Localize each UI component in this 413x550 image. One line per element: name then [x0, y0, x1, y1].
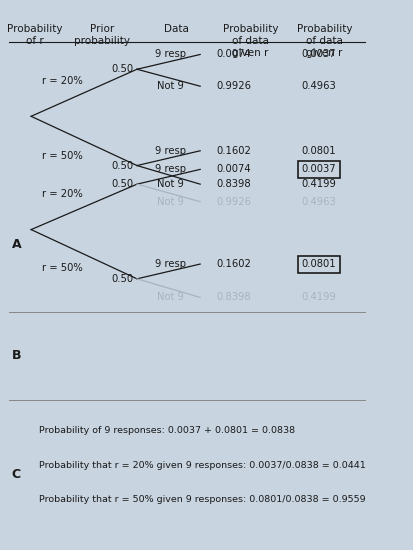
Text: 0.0037: 0.0037	[302, 164, 336, 174]
Text: B: B	[12, 349, 21, 362]
Text: Probability of 9 responses: 0.0037 + 0.0801 = 0.0838: Probability of 9 responses: 0.0037 + 0.0…	[38, 426, 294, 436]
Text: 0.50: 0.50	[111, 161, 133, 170]
Text: 0.0037: 0.0037	[302, 50, 336, 59]
Text: Prior
probability: Prior probability	[74, 24, 130, 46]
Text: r = 50%: r = 50%	[42, 151, 83, 161]
Text: 0.4963: 0.4963	[301, 197, 337, 207]
Text: 9 resp: 9 resp	[155, 259, 186, 269]
Text: 0.4199: 0.4199	[301, 179, 337, 189]
Text: 0.4963: 0.4963	[301, 81, 337, 91]
Text: 0.0074: 0.0074	[216, 164, 251, 174]
Text: Probability that r = 20% given 9 responses: 0.0037/0.0838 = 0.0441: Probability that r = 20% given 9 respons…	[38, 461, 365, 470]
Text: A: A	[12, 238, 21, 251]
Text: 0.9926: 0.9926	[216, 81, 251, 91]
Text: 0.50: 0.50	[111, 64, 133, 74]
Text: 0.50: 0.50	[111, 179, 133, 189]
Text: Probability that r = 50% given 9 responses: 0.0801/0.0838 = 0.9559: Probability that r = 50% given 9 respons…	[38, 496, 365, 504]
Text: 0.1602: 0.1602	[216, 259, 251, 269]
Text: 0.4199: 0.4199	[301, 293, 337, 303]
Text: 0.0074: 0.0074	[216, 50, 251, 59]
Text: C: C	[12, 468, 21, 481]
Text: Not 9: Not 9	[157, 81, 184, 91]
Text: 0.8398: 0.8398	[216, 179, 251, 189]
Text: Data: Data	[164, 24, 188, 34]
Text: 9 resp: 9 resp	[155, 146, 186, 156]
Text: r = 50%: r = 50%	[42, 263, 83, 273]
Text: r = 20%: r = 20%	[42, 76, 83, 86]
Text: Probability
of r: Probability of r	[7, 24, 63, 46]
Text: Not 9: Not 9	[157, 197, 184, 207]
Text: 9 resp: 9 resp	[155, 164, 186, 174]
Text: 0.9926: 0.9926	[216, 197, 251, 207]
Text: 0.1602: 0.1602	[216, 146, 251, 156]
Text: 0.8398: 0.8398	[216, 293, 251, 303]
Text: r = 20%: r = 20%	[42, 189, 83, 199]
Text: Not 9: Not 9	[157, 179, 184, 189]
Text: Probability
of data
given r: Probability of data given r	[223, 24, 278, 58]
Text: Not 9: Not 9	[157, 293, 184, 303]
Text: 0.50: 0.50	[111, 274, 133, 284]
Text: 0.0801: 0.0801	[302, 146, 336, 156]
Text: Probability
of data
given r: Probability of data given r	[297, 24, 352, 58]
Text: 9 resp: 9 resp	[155, 50, 186, 59]
Text: 0.0801: 0.0801	[302, 259, 336, 269]
